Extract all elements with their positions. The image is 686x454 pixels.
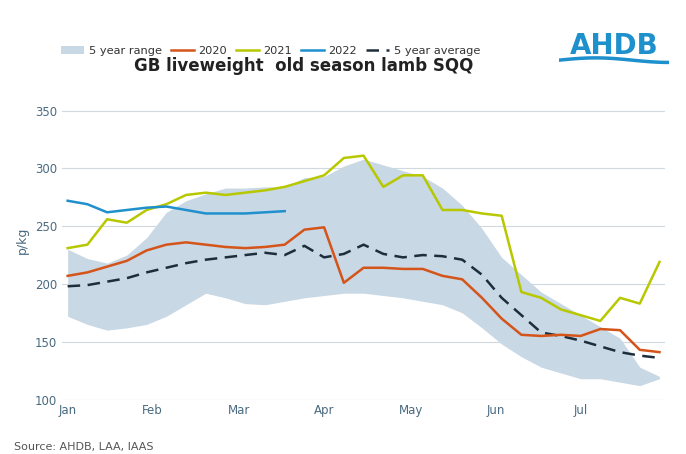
Title: GB liveweight  old season lamb SQQ: GB liveweight old season lamb SQQ <box>134 57 473 74</box>
Legend: 5 year range, 2020, 2021, 2022, 5 year average: 5 year range, 2020, 2021, 2022, 5 year a… <box>62 46 480 56</box>
Text: AHDB: AHDB <box>569 32 658 60</box>
Y-axis label: p/kg: p/kg <box>16 227 29 254</box>
Text: Source: AHDB, LAA, IAAS: Source: AHDB, LAA, IAAS <box>14 442 153 452</box>
